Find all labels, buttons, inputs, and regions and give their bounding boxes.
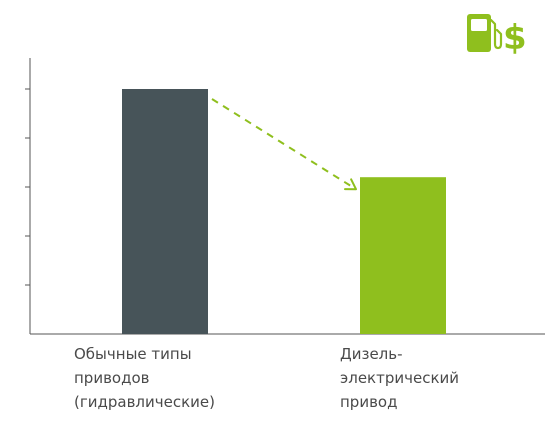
fuel-pump-dollar-icon: $	[467, 14, 527, 58]
svg-text:$: $	[503, 18, 527, 58]
arrow-head	[344, 178, 357, 191]
category-label-line: электрический	[340, 369, 460, 387]
bar-1	[360, 177, 446, 334]
category-label-line: (гидравлические)	[74, 393, 215, 411]
category-label-conventional: Обычные типы приводов (гидравлические)	[74, 342, 264, 414]
category-label-line: привод	[340, 393, 398, 411]
axes	[25, 58, 545, 335]
category-label-line: приводов	[74, 369, 150, 387]
category-label-diesel-electric: Дизель- электрический привод	[340, 342, 500, 414]
trend-arrow	[211, 98, 357, 191]
bars	[122, 89, 446, 334]
arrow-line	[211, 98, 357, 191]
bar-0	[122, 89, 208, 334]
category-label-line: Дизель-	[340, 345, 403, 363]
category-label-line: Обычные типы	[74, 345, 192, 363]
